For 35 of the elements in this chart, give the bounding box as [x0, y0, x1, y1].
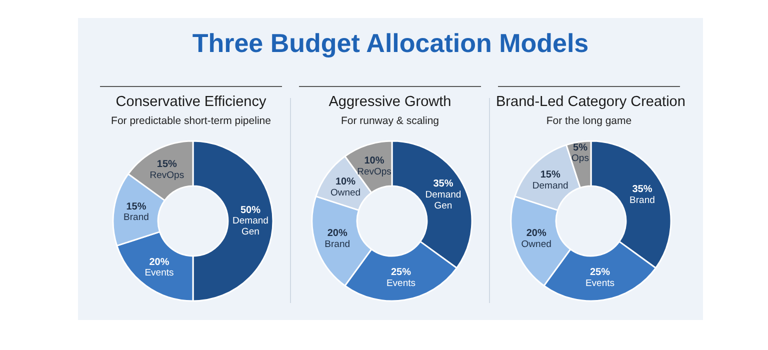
slice-label: RevOps	[150, 170, 184, 181]
slice-label: Brand	[324, 238, 350, 250]
slice-label: Brand	[124, 212, 149, 224]
chart-title: Conservative Efficiency	[114, 94, 268, 110]
data-label: 10%	[364, 156, 384, 167]
data-label: 20%	[327, 228, 348, 240]
chart-subtitle: For the long game	[545, 115, 633, 127]
chart-title: Aggressive Growth	[328, 94, 452, 110]
data-label: 5%	[573, 142, 588, 154]
slice-label: Demand	[532, 180, 568, 192]
chart-subtitle: For predictable short-term pipeline	[110, 115, 272, 127]
chart-subtitle: For runway & scaling	[340, 115, 440, 127]
chart-title: Brand-Led Category Creation	[496, 94, 686, 110]
slice-label: Demand Gen	[425, 190, 462, 212]
data-label: 15%	[156, 159, 178, 170]
data-label: 15%	[126, 201, 146, 212]
slice-label: Ops	[572, 153, 590, 164]
data-label: 20%	[526, 228, 546, 240]
slice-label: Brand	[630, 195, 655, 206]
slice-label: RevOps	[357, 166, 392, 178]
data-label: 15%	[540, 170, 560, 181]
text: Three Budget Allocation Models	[191, 28, 590, 59]
slice-label: Events	[386, 278, 416, 289]
data-label: 35%	[632, 184, 652, 196]
data-label: 10%	[335, 176, 356, 188]
slice-label: Events	[585, 278, 615, 289]
slice-label: Events	[144, 268, 174, 279]
data-label: 20%	[149, 256, 170, 268]
data-label: 50%	[240, 204, 261, 216]
slice-label: Owned	[330, 187, 361, 198]
data-label: 25%	[390, 267, 412, 278]
data-label: 35%	[433, 178, 454, 190]
slice-label: Demand Gen	[232, 216, 268, 238]
slice-label: Owned	[521, 238, 552, 250]
data-label: 25%	[590, 267, 610, 278]
